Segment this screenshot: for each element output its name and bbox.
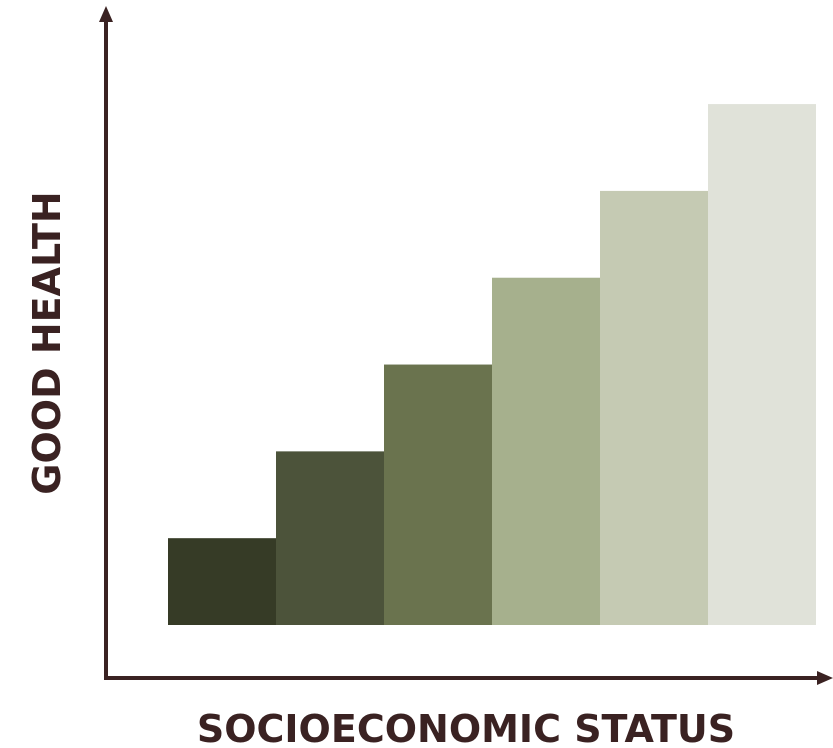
bar-5 [600,190,708,625]
bar-3 [384,364,492,625]
bar-6 [708,104,816,625]
y-axis-title: GOOD HEALTH [25,191,69,494]
x-axis-title: SOCIOECONOMIC STATUS [197,707,735,748]
bar-group [168,104,816,625]
x-axis-arrow-icon [817,671,833,685]
bar-2 [276,451,384,625]
bar-1 [168,538,276,625]
bar-4 [492,277,600,625]
y-axis-arrow-icon [99,6,113,22]
